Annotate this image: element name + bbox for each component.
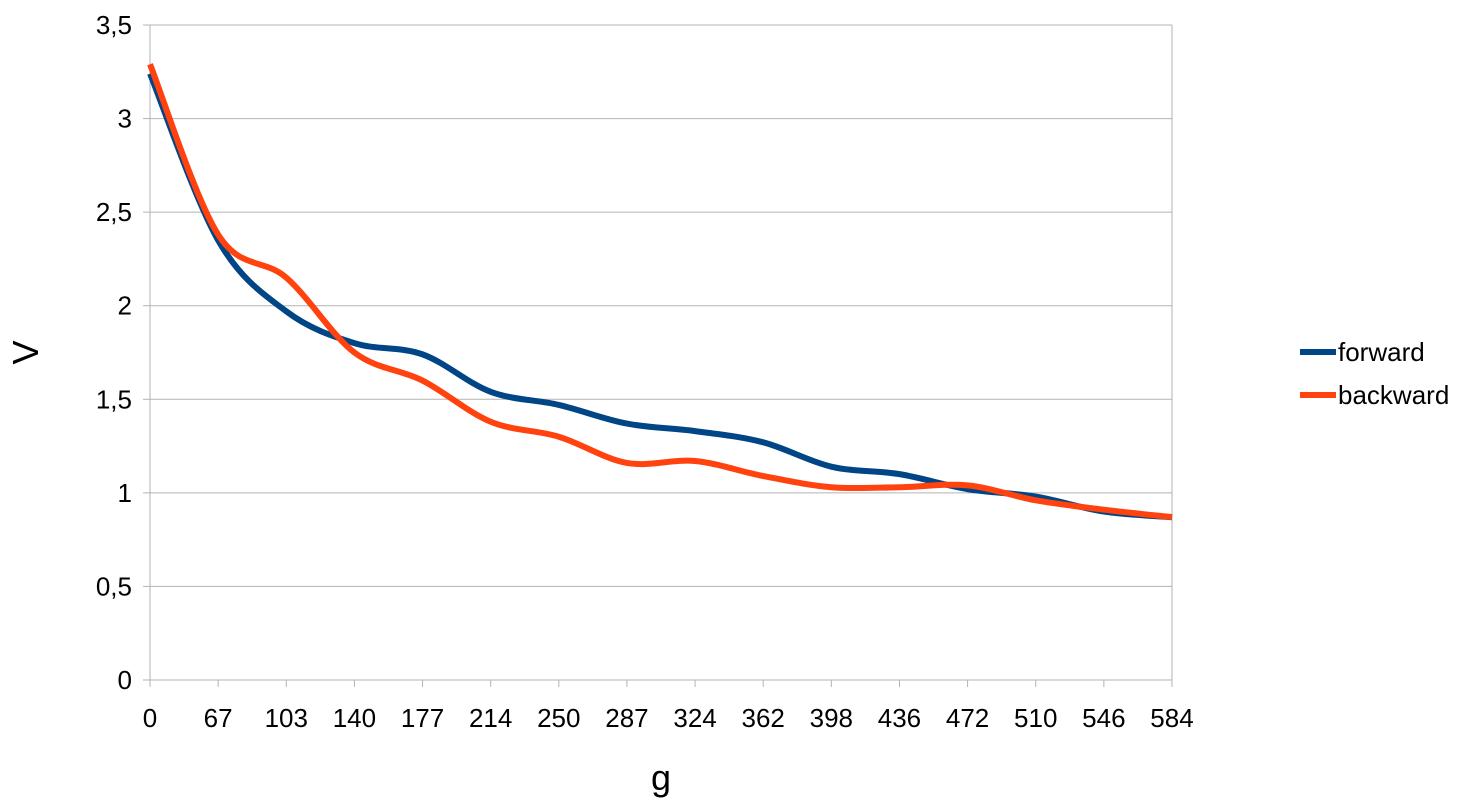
x-axis-title: g <box>651 757 671 798</box>
x-tick-label: 287 <box>605 703 648 733</box>
x-tick-label: 250 <box>537 703 580 733</box>
x-tick-label: 140 <box>333 703 376 733</box>
y-tick-labels: 0 0,5 1 1,5 2 2,5 3 3,5 <box>96 10 132 695</box>
axes <box>143 24 1173 687</box>
y-tick-label: 0 <box>118 665 132 695</box>
x-tick-label: 472 <box>946 703 989 733</box>
x-tick-label: 362 <box>742 703 785 733</box>
y-tick-label: 3,5 <box>96 10 132 40</box>
x-tick-label: 214 <box>469 703 512 733</box>
legend-label-forward: forward <box>1338 337 1425 367</box>
x-tick-label: 584 <box>1150 703 1193 733</box>
x-tick-label: 67 <box>204 703 233 733</box>
x-tick-label: 510 <box>1014 703 1057 733</box>
series-line-backward <box>147 63 1173 521</box>
y-tick-label: 1 <box>118 478 132 508</box>
y-tick-label: 2,5 <box>96 197 132 227</box>
series-lines <box>147 63 1173 521</box>
x-tick-label: 0 <box>143 703 157 733</box>
y-tick-label: 3 <box>118 104 132 134</box>
x-tick-label: 324 <box>673 703 716 733</box>
x-tick-label: 398 <box>810 703 853 733</box>
y-tick-label: 0,5 <box>96 571 132 601</box>
x-tick-label: 103 <box>265 703 308 733</box>
y-axis-title: V <box>5 340 46 364</box>
legend-label-backward: backward <box>1338 380 1449 410</box>
legend: forward backward <box>1300 337 1449 410</box>
gridlines <box>150 24 1172 587</box>
y-tick-label: 1,5 <box>96 384 132 414</box>
y-tick-label: 2 <box>118 291 132 321</box>
x-tick-labels: 0 67 103 140 177 214 250 287 324 362 398 436 472 510 5… <box>143 703 1194 733</box>
x-tick-label: 436 <box>878 703 921 733</box>
x-tick-label: 177 <box>401 703 444 733</box>
x-tick-label: 546 <box>1082 703 1125 733</box>
